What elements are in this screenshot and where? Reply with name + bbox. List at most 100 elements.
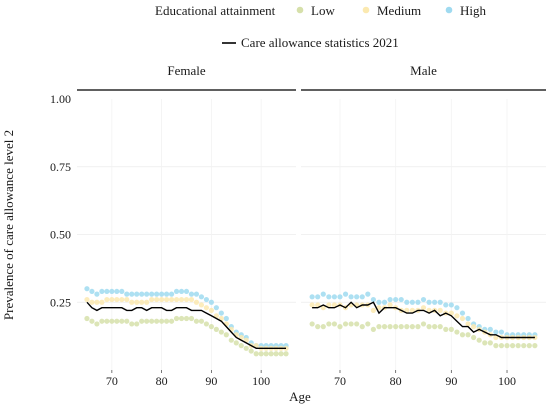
data-point-low bbox=[263, 351, 269, 357]
data-point-high bbox=[119, 288, 125, 295]
data-point-low bbox=[320, 324, 326, 330]
data-point-high bbox=[398, 296, 404, 303]
legend-label-medium: Medium bbox=[377, 3, 421, 18]
data-point-high bbox=[320, 291, 326, 297]
data-point-high bbox=[114, 288, 120, 295]
data-point-low bbox=[99, 318, 105, 324]
data-point-medium bbox=[129, 299, 135, 305]
legend-swatch-high bbox=[445, 6, 453, 14]
data-point-low bbox=[426, 324, 432, 330]
data-point-high bbox=[331, 294, 338, 300]
data-point-medium bbox=[114, 296, 120, 303]
data-point-high bbox=[104, 288, 110, 295]
data-point-low bbox=[268, 351, 274, 357]
legend-swatch-medium bbox=[362, 6, 370, 14]
data-point-medium bbox=[84, 296, 90, 303]
data-point-high bbox=[154, 291, 160, 297]
data-point-low bbox=[238, 343, 244, 349]
data-point-low bbox=[376, 324, 382, 330]
data-point-low bbox=[359, 324, 365, 330]
data-point-low bbox=[493, 343, 499, 349]
data-point-low bbox=[387, 324, 393, 330]
data-point-low bbox=[342, 321, 349, 327]
data-point-high bbox=[223, 315, 229, 322]
data-point-low bbox=[203, 321, 210, 327]
data-point-high bbox=[493, 329, 499, 335]
legend-item-low: Low bbox=[296, 3, 335, 18]
data-point-high bbox=[84, 286, 90, 292]
data-point-high bbox=[309, 294, 315, 300]
data-point-medium bbox=[283, 345, 289, 351]
data-point-medium bbox=[459, 315, 466, 322]
data-point-high bbox=[354, 294, 360, 300]
data-point-medium bbox=[173, 296, 180, 303]
x-tick-label: 90 bbox=[445, 374, 457, 388]
data-point-high bbox=[198, 294, 205, 300]
data-point-low bbox=[124, 318, 130, 324]
data-point-high bbox=[387, 296, 393, 303]
data-point-medium bbox=[370, 307, 376, 313]
data-point-low bbox=[154, 318, 160, 324]
data-point-medium bbox=[163, 296, 170, 303]
data-point-medium bbox=[331, 302, 338, 308]
legend-line-item: Care allowance statistics 2021 bbox=[222, 35, 399, 50]
data-point-low bbox=[213, 326, 219, 332]
legend-item-high: High bbox=[445, 3, 487, 18]
data-point-high bbox=[89, 288, 95, 295]
data-point-low bbox=[326, 321, 332, 327]
data-point-low bbox=[337, 324, 343, 330]
data-point-low bbox=[471, 334, 477, 341]
data-point-high bbox=[337, 294, 343, 300]
data-point-low bbox=[393, 324, 399, 330]
data-point-medium bbox=[139, 299, 145, 305]
data-point-low bbox=[404, 324, 410, 330]
data-point-medium bbox=[183, 296, 190, 303]
data-point-medium bbox=[159, 296, 165, 303]
data-point-high bbox=[109, 288, 115, 295]
data-point-high bbox=[426, 299, 432, 305]
data-point-medium bbox=[208, 307, 214, 313]
data-point-low bbox=[149, 318, 155, 324]
legend-swatch-low bbox=[296, 6, 304, 14]
data-point-high bbox=[443, 302, 449, 308]
y-tick-label: 0.75 bbox=[50, 160, 71, 174]
data-point-medium bbox=[193, 299, 200, 305]
data-point-low bbox=[443, 326, 449, 332]
data-point-high bbox=[448, 302, 454, 308]
data-point-low bbox=[420, 321, 427, 327]
data-point-low bbox=[331, 321, 338, 327]
data-point-high bbox=[381, 299, 388, 305]
data-point-high bbox=[159, 291, 165, 297]
data-point-medium bbox=[465, 321, 471, 327]
gridlines bbox=[77, 99, 296, 370]
data-point-low bbox=[248, 348, 254, 354]
data-point-medium bbox=[119, 296, 125, 303]
data-point-high bbox=[465, 315, 471, 322]
data-point-medium bbox=[326, 302, 332, 308]
data-point-high bbox=[365, 291, 371, 297]
data-point-high bbox=[183, 288, 190, 295]
care-allowance-line bbox=[86, 301, 286, 349]
data-point-high bbox=[203, 296, 210, 303]
data-point-high bbox=[188, 291, 195, 297]
legend-title: Educational attainment bbox=[155, 3, 276, 18]
x-tick-label: 80 bbox=[156, 374, 168, 388]
data-point-high bbox=[124, 291, 130, 297]
panel-title: Male bbox=[410, 63, 437, 78]
data-point-high bbox=[94, 291, 100, 297]
data-point-high bbox=[348, 294, 354, 300]
data-point-high bbox=[173, 288, 180, 295]
data-point-low bbox=[178, 315, 185, 322]
y-tick-label: 1.00 bbox=[50, 92, 71, 106]
data-point-high bbox=[420, 296, 427, 303]
data-point-high bbox=[326, 294, 332, 300]
data-point-medium bbox=[420, 305, 427, 311]
data-point-low bbox=[258, 351, 264, 357]
data-point-low bbox=[398, 324, 404, 330]
data-point-low bbox=[278, 351, 284, 357]
data-point-high bbox=[134, 291, 140, 297]
data-point-medium bbox=[409, 307, 415, 313]
data-point-high bbox=[437, 299, 443, 305]
data-point-low bbox=[173, 315, 180, 322]
